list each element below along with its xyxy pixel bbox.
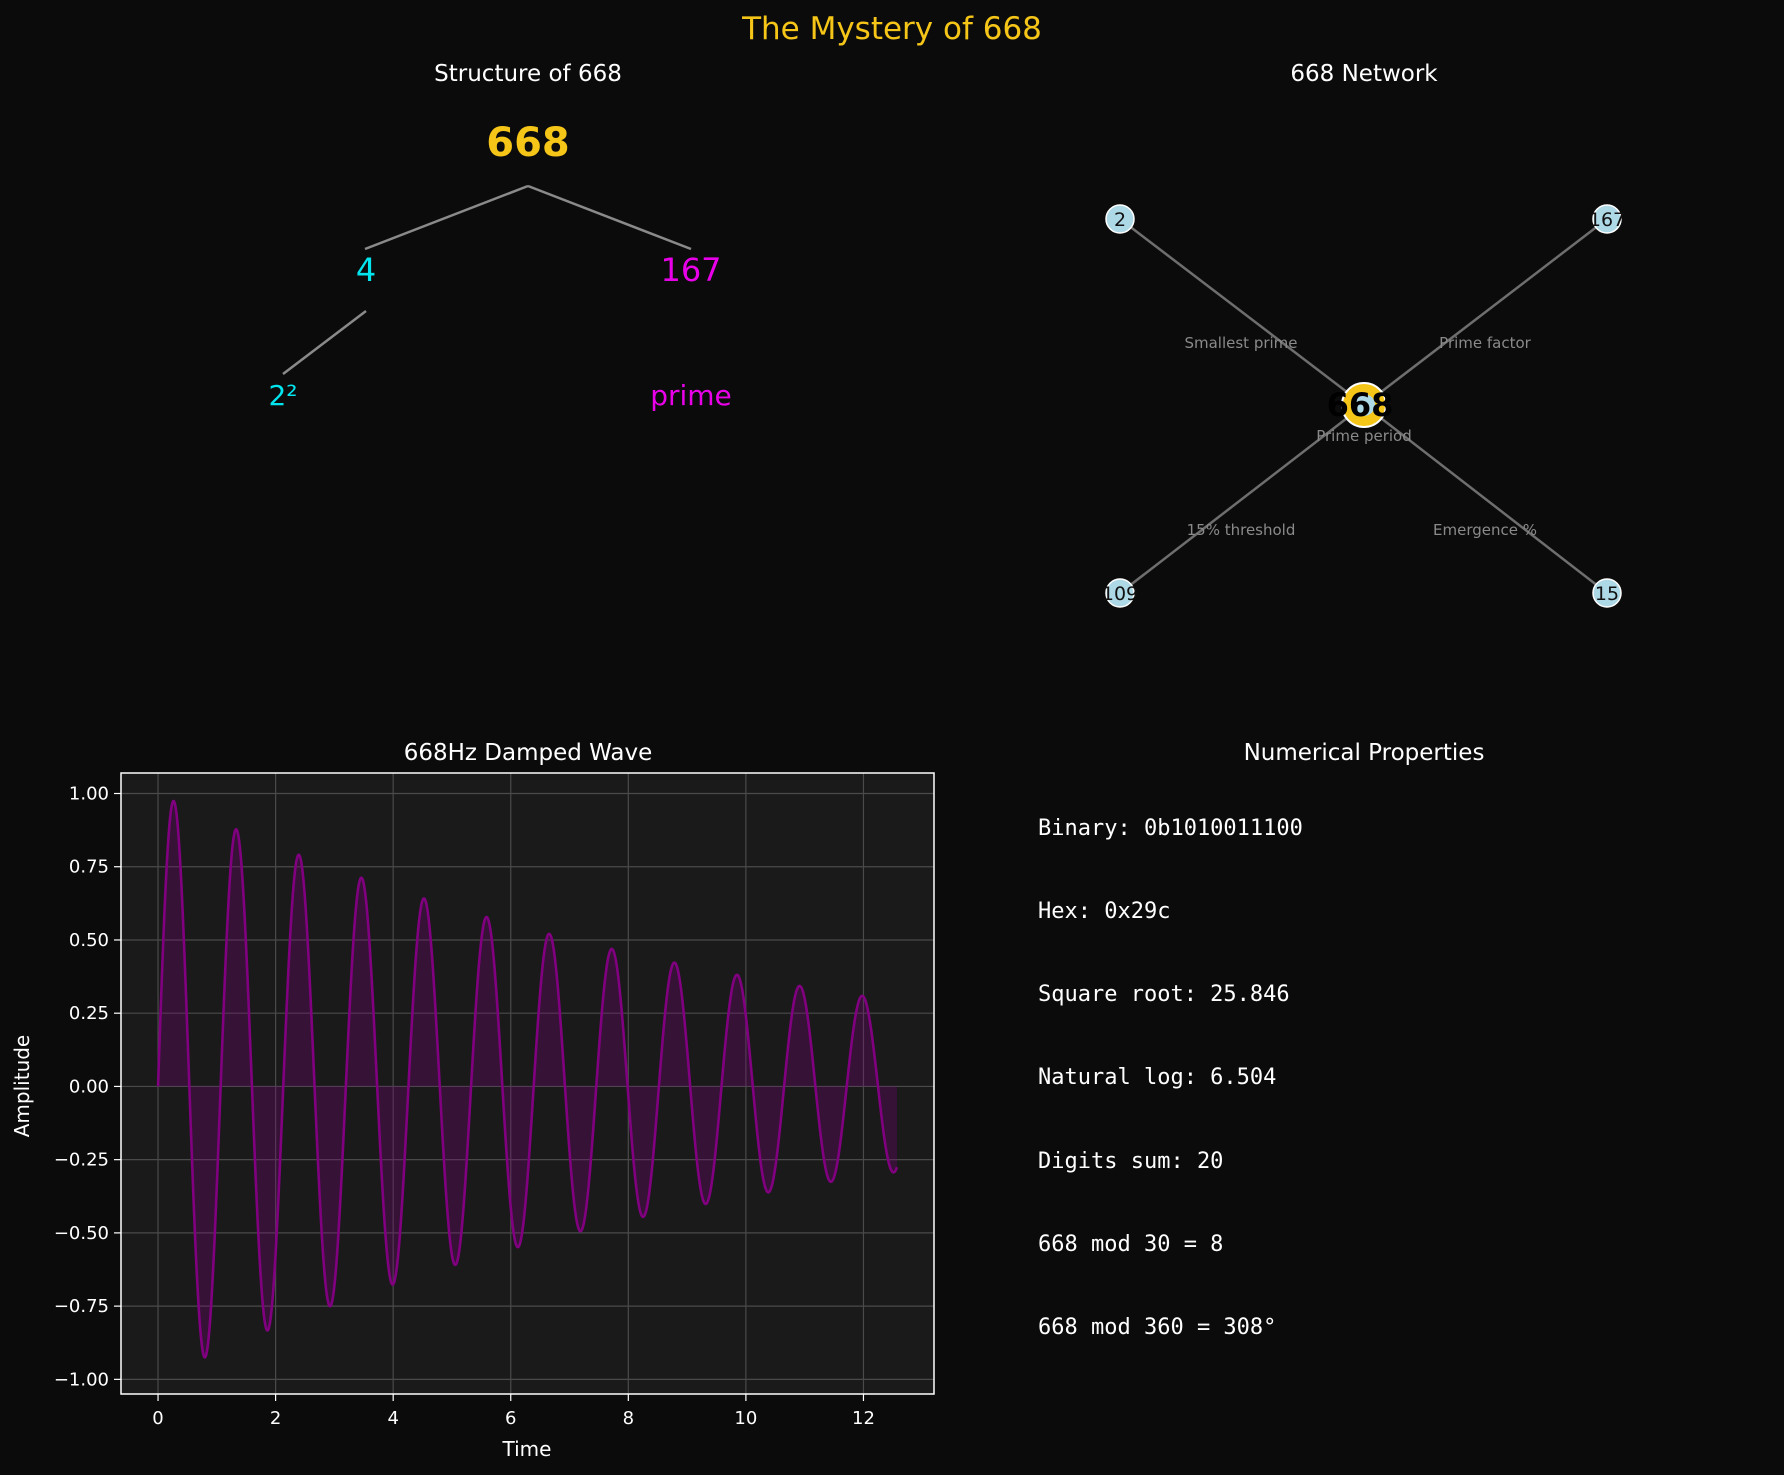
network-node-15 — [1592, 578, 1622, 608]
network-center-label: 668 — [1327, 386, 1394, 424]
edge-label-prime-factor: Prime factor — [1439, 334, 1532, 352]
x-tick-label: 6 — [505, 1408, 516, 1429]
network-node-109 — [1105, 578, 1135, 608]
tree-node-4: 4 — [356, 251, 376, 289]
network-node-2 — [1105, 204, 1135, 234]
x-tick-label: 2 — [270, 1408, 281, 1429]
structure-panel: Structure of 668 668 4 167 2² prime — [268, 61, 731, 412]
network-node-2-label: 2 — [1114, 209, 1126, 231]
wave-plot-frame — [120, 772, 935, 1395]
property-square-root: Square root: 25.846 — [1038, 982, 1290, 1007]
tree-node-167: 167 — [660, 251, 721, 289]
y-tick-label: −0.25 — [54, 1150, 109, 1171]
y-tick-label: 1.00 — [69, 784, 109, 805]
wave-grid — [121, 773, 934, 1394]
edge-label-15-threshold: 15% threshold — [1187, 521, 1296, 539]
wave-line — [156, 799, 899, 1359]
y-tick-label: −0.75 — [54, 1296, 109, 1317]
network-edge-15 — [1363, 404, 1608, 594]
property-mod-30: 668 mod 30 = 8 — [1038, 1232, 1223, 1257]
wave-x-axis-label: Time — [502, 1437, 552, 1461]
x-tick-label: 12 — [852, 1408, 875, 1429]
y-tick-label: 0.50 — [69, 930, 109, 951]
network-edge-109 — [1119, 404, 1365, 594]
network-node-167-label: 167 — [1589, 209, 1625, 231]
wave-series — [156, 799, 899, 1359]
network-node-15-label: 15 — [1595, 583, 1619, 605]
network-panel: 668 Network Smallest prime Prime factor … — [1102, 61, 1625, 608]
wave-y-axis-label: Amplitude — [10, 1035, 34, 1138]
tree-edge-root-left — [364, 184, 529, 251]
edge-label-emergence: Emergence % — [1433, 521, 1537, 539]
y-tick-label: 0.75 — [69, 857, 109, 878]
property-digits-sum: Digits sum: 20 — [1038, 1149, 1223, 1174]
property-natural-log: Natural log: 6.504 — [1038, 1065, 1276, 1090]
property-binary: Binary: 0b1010011100 — [1038, 816, 1303, 841]
y-tick-label: −1.00 — [54, 1369, 109, 1390]
y-tick-label: 0.25 — [69, 1003, 109, 1024]
network-title: 668 Network — [1290, 61, 1438, 87]
network-node-109-label: 109 — [1102, 583, 1138, 605]
wave-title: 668Hz Damped Wave — [404, 740, 653, 766]
figure-title: The Mystery of 668 — [741, 11, 1042, 47]
tree-node-2-squared: 2² — [268, 379, 297, 412]
y-tick-label: 0.00 — [69, 1076, 109, 1097]
x-tick-label: 4 — [387, 1408, 398, 1429]
properties-title: Numerical Properties — [1244, 740, 1485, 766]
wave-ticks: 0 2 4 6 8 10 12 1.00 0.75 0.50 0.25 0.00 −0.25 −0.50 −… — [54, 784, 875, 1429]
network-edge-167 — [1363, 218, 1608, 406]
wave-panel: 668Hz Damped Wave 0 2 4 6 8 10 121.000.750.500… — [10, 740, 935, 1461]
network-node-167 — [1592, 204, 1622, 234]
structure-title: Structure of 668 — [434, 61, 622, 87]
y-tick-label: −0.50 — [54, 1223, 109, 1244]
tree-node-prime: prime — [650, 379, 732, 412]
tree-edge-4-child — [282, 310, 367, 375]
properties-panel: Numerical Properties Binary: 0b101001110… — [1038, 740, 1484, 1340]
tree-edge-root-right — [527, 184, 692, 251]
x-tick-label: 8 — [623, 1408, 634, 1429]
property-hex: Hex: 0x29c — [1038, 899, 1170, 924]
x-tick-label: 0 — [152, 1408, 163, 1429]
wave-plot-area — [121, 773, 934, 1394]
edge-label-smallest-prime: Smallest prime — [1184, 334, 1297, 352]
x-tick-label: 10 — [734, 1408, 757, 1429]
edge-label-prime-period: Prime period — [1316, 427, 1412, 445]
property-mod-360: 668 mod 360 = 308° — [1038, 1315, 1276, 1340]
network-edge-2 — [1119, 218, 1365, 406]
network-center-inner — [1353, 394, 1375, 416]
tree-root-668: 668 — [486, 120, 570, 166]
